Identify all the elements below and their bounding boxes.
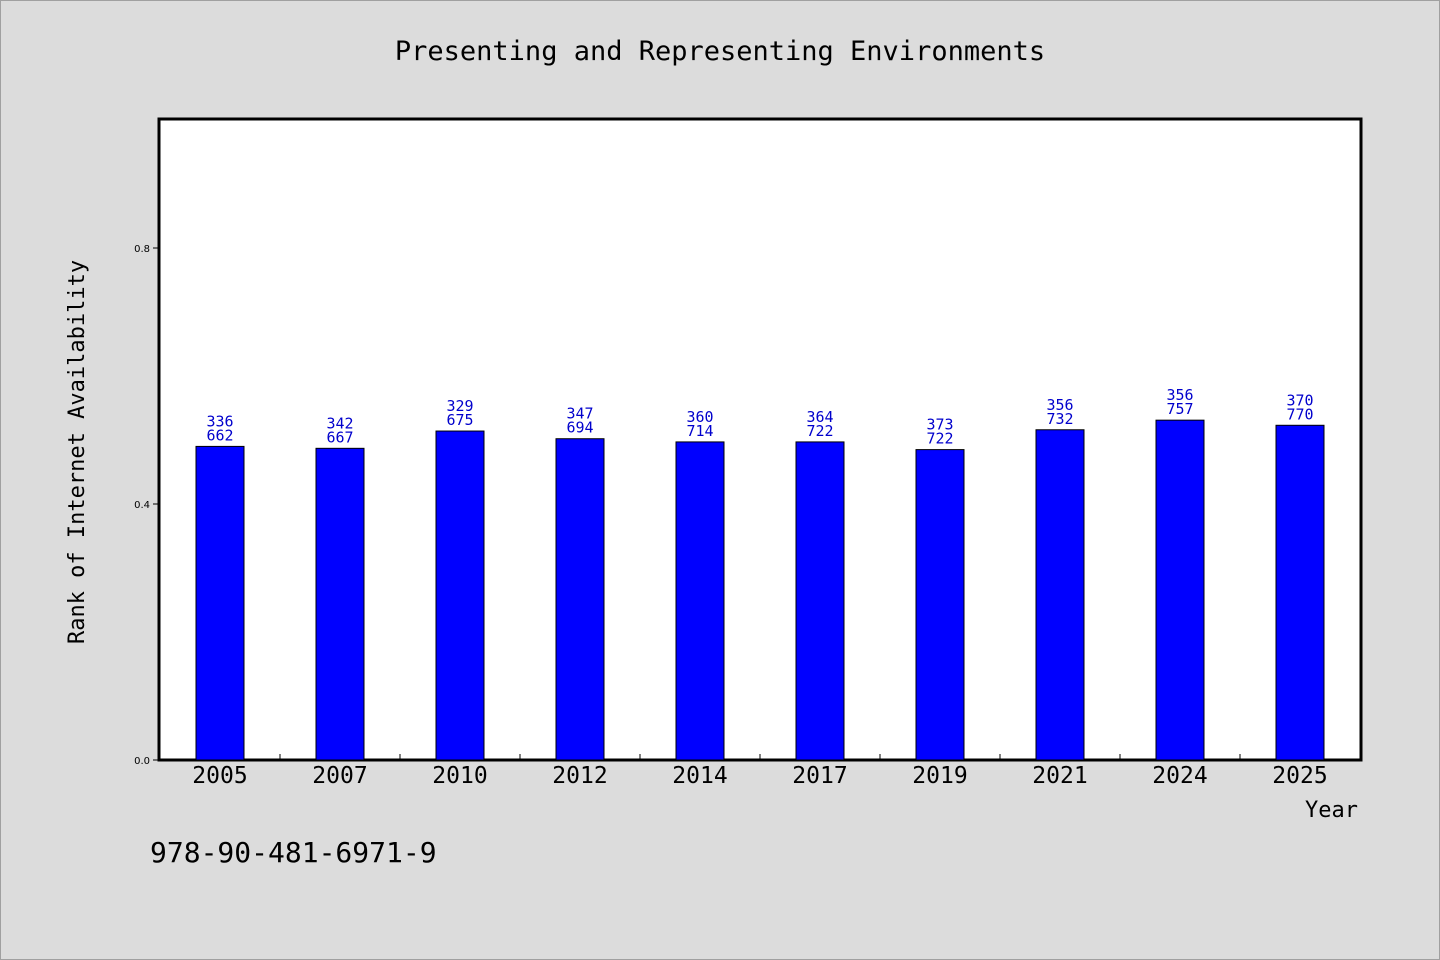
y-tick-label: 0.8 <box>134 244 150 255</box>
data-label-bottom: 675 <box>446 411 473 429</box>
data-label-top: 373 <box>926 416 953 434</box>
data-label-top: 360 <box>686 408 713 426</box>
bar <box>1035 429 1085 761</box>
bars <box>195 419 1325 761</box>
chart-title: Presenting and Representing Environments <box>395 36 1045 67</box>
x-axis-label: Year <box>1305 798 1358 823</box>
data-label-bottom: 757 <box>1166 400 1193 418</box>
data-label-bottom: 732 <box>1046 410 1073 428</box>
data-label-top: 329 <box>446 397 473 415</box>
bar <box>1155 419 1205 761</box>
data-label-bottom: 722 <box>806 422 833 440</box>
data-label-top: 364 <box>806 408 833 426</box>
x-tick-label: 2025 <box>1272 763 1327 789</box>
y-axis-ticks: 0.0 0.4 0.8 <box>134 244 160 767</box>
bar <box>555 438 605 761</box>
x-tick-label: 2019 <box>912 763 967 789</box>
x-tick-label: 2005 <box>192 763 247 789</box>
data-label-top: 342 <box>326 414 353 432</box>
x-tick-label: 2007 <box>312 763 367 789</box>
x-tick-label: 2010 <box>432 763 487 789</box>
y-tick-label: 0.0 <box>134 756 150 767</box>
data-label-top: 347 <box>566 405 593 423</box>
data-label-bottom: 722 <box>926 430 953 448</box>
data-label-top: 370 <box>1286 391 1313 409</box>
x-tick-label: 2012 <box>552 763 607 789</box>
data-label-top: 356 <box>1166 386 1193 404</box>
bar <box>915 449 965 761</box>
y-tick-label: 0.4 <box>134 500 150 511</box>
data-label-bottom: 667 <box>326 428 353 446</box>
data-label-bottom: 714 <box>686 422 713 440</box>
bar <box>795 441 845 761</box>
y-axis-label: Rank of Internet Availability <box>65 260 90 644</box>
x-tick-label: 2024 <box>1152 763 1207 789</box>
data-label-bottom: 770 <box>1286 405 1313 423</box>
bar <box>675 441 725 761</box>
bar <box>315 447 365 761</box>
x-tick-label: 2017 <box>792 763 847 789</box>
x-tick-label: 2021 <box>1032 763 1087 789</box>
bar <box>435 430 485 761</box>
data-label-top: 336 <box>206 412 233 430</box>
data-label-bottom: 694 <box>566 419 593 437</box>
bar <box>195 445 245 761</box>
bar <box>1275 424 1325 761</box>
footnote-isbn: 978-90-481-6971-9 <box>150 836 437 869</box>
x-tick-label: 2014 <box>672 763 727 789</box>
data-label-bottom: 662 <box>206 426 233 444</box>
data-label-top: 356 <box>1046 396 1073 414</box>
x-axis-ticks: 2005 2007 2010 2012 2014 2017 2019 2021 2024 2025 <box>192 754 1328 789</box>
